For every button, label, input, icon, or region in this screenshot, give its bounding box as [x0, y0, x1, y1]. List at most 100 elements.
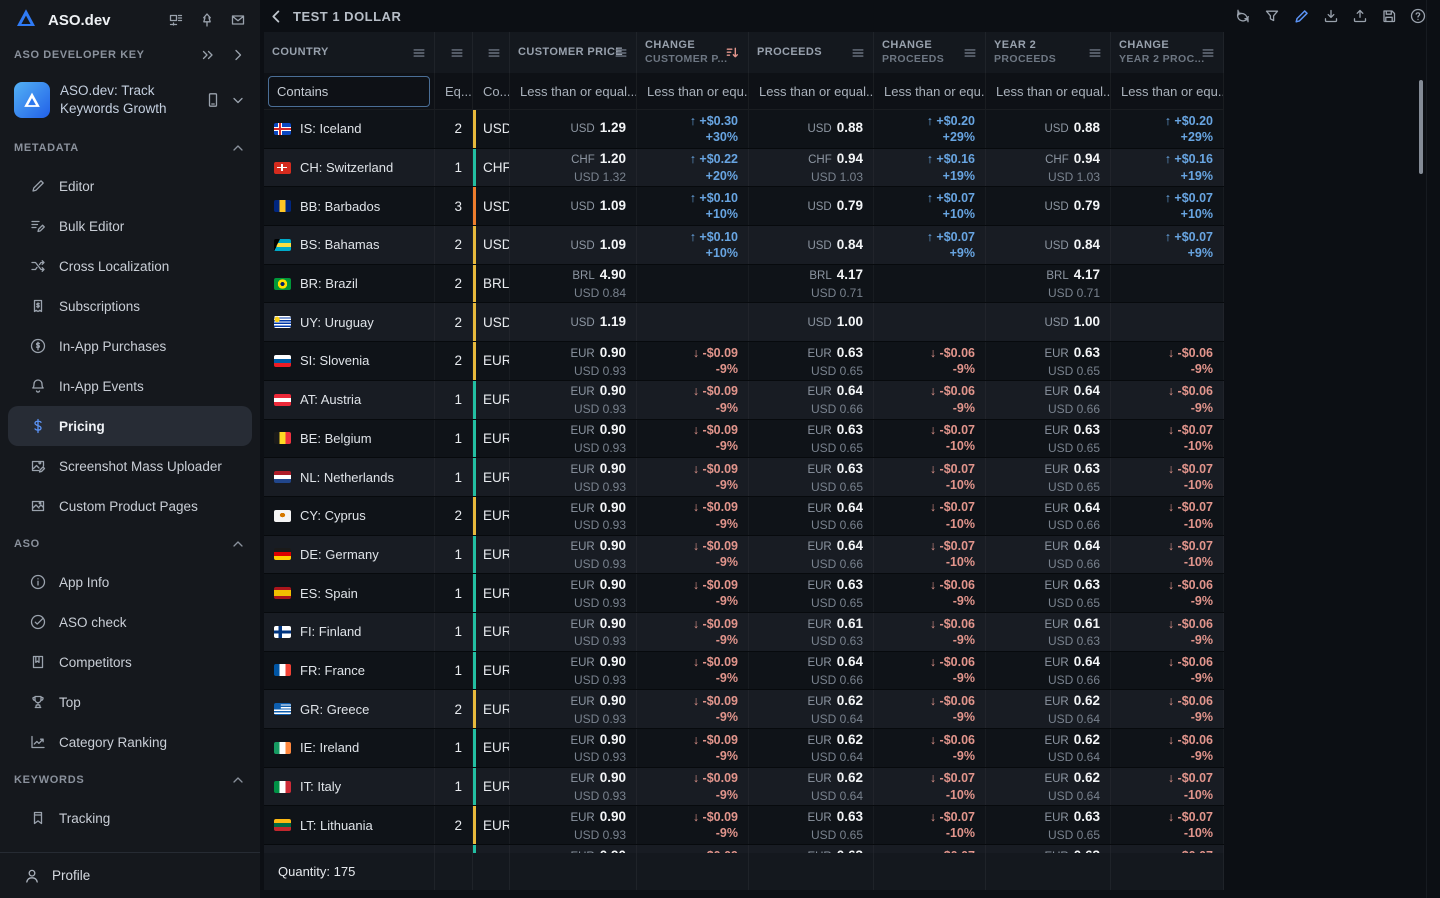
filter-cell-6[interactable]: Less than or equ...: [874, 73, 986, 110]
filter-cell-2[interactable]: Co...: [473, 73, 510, 110]
filter-cell-7[interactable]: Less than or equal...: [986, 73, 1111, 110]
sidebar-item-in-app-events[interactable]: In-App Events: [0, 366, 260, 406]
column-menu-icon[interactable]: [851, 46, 865, 60]
table-row[interactable]: NL: Netherlands 1 EUR EUR 0.90 USD 0.93 ↓ -$0.…: [264, 458, 1224, 497]
save-icon[interactable]: [1381, 8, 1397, 24]
change-amount: ↓ -$0.06: [1167, 577, 1213, 592]
sidebar-item-screenshot-mass-uploader[interactable]: Screenshot Mass Uploader: [0, 446, 260, 486]
chevron-up-icon[interactable]: [230, 536, 246, 552]
filter-icon[interactable]: [1264, 8, 1280, 24]
sidebar-item-competitors[interactable]: Competitors: [0, 642, 260, 682]
column-menu-icon[interactable]: [487, 46, 501, 60]
table-row[interactable]: FR: France 1 EUR EUR 0.90 USD 0.93 ↓ -$0.09 -9%…: [264, 651, 1224, 691]
change-cell: ↑ +$0.16 +19%: [874, 148, 986, 187]
table-row[interactable]: IT: Italy 1 EUR EUR 0.90 USD 0.93 ↓ -$0.09 -9% E…: [264, 767, 1224, 807]
sidebar-item-top[interactable]: Top: [0, 682, 260, 722]
table-row[interactable]: BS: Bahamas 2 USD USD 1.09 ↑ +$0.10 +10% USD 0.8…: [264, 226, 1224, 265]
table-row[interactable]: BR: Brazil 2 BRL BRL 4.90 USD 0.84 BRL 4.17 USD …: [264, 264, 1224, 304]
table-row[interactable]: BB: Barbados 3 USD USD 1.09 ↑ +$0.10 +10% USD 0.…: [264, 187, 1224, 227]
filter-cell-8[interactable]: Less than or equ...: [1111, 73, 1224, 110]
sidebar-item-custom-product-pages[interactable]: Custom Product Pages: [0, 486, 260, 526]
sidebar-item-pricing[interactable]: Pricing: [8, 406, 252, 446]
sidebar-item-editor[interactable]: Editor: [0, 166, 260, 206]
pin-icon[interactable]: [199, 12, 215, 28]
change-cell: ↓ -$0.09-9%: [637, 342, 749, 380]
filter-cell-1[interactable]: Eq...: [435, 73, 473, 110]
column-menu-icon[interactable]: [614, 46, 628, 60]
country-filter-input[interactable]: Contains: [268, 75, 430, 107]
download-icon[interactable]: [1323, 8, 1339, 24]
column-header-year-2[interactable]: YEAR 2 PROCEEDS: [986, 32, 1111, 73]
vertical-scrollbar[interactable]: [1419, 80, 1423, 174]
filter-cell-3[interactable]: Less than or equal...: [510, 73, 637, 110]
column-header-change[interactable]: CHANGE PROCEEDS: [874, 32, 986, 73]
sidebar-item-app-info[interactable]: App Info: [0, 562, 260, 602]
panels-icon[interactable]: [168, 12, 184, 28]
column-header-change[interactable]: CHANGE CUSTOMER P...: [637, 32, 749, 73]
scroll-gutter-line: [1426, 0, 1427, 898]
table-row[interactable]: AT: Austria 1 EUR EUR 0.90 USD 0.93 ↓ -$0.09 -9…: [264, 380, 1224, 420]
sidebar-item-bulk-editor[interactable]: Bulk Editor: [0, 206, 260, 246]
currency-prefix: EUR: [1044, 579, 1069, 592]
table-row[interactable]: UY: Uruguay 2 USD USD 1.19 USD 1.00 USD 1.00: [264, 303, 1224, 343]
column-header-col2[interactable]: [473, 32, 510, 73]
column-header-col1[interactable]: [435, 32, 473, 73]
double-chevron-icon[interactable]: [200, 47, 216, 63]
currency-code: EUR: [483, 585, 510, 601]
table-row[interactable]: IS: Iceland 2 USD USD 1.29 ↑ +$0.30 +30% USD 0.8…: [264, 110, 1224, 149]
sidebar-item-aso-check[interactable]: ASO check: [0, 602, 260, 642]
upload-icon[interactable]: [1352, 8, 1368, 24]
change-percent: -9%: [715, 594, 738, 609]
price-tier-bar: [473, 303, 476, 342]
column-header-customer-price[interactable]: CUSTOMER PRICE: [510, 32, 637, 73]
filter-cell-5[interactable]: Less than or equal...: [749, 73, 874, 110]
column-menu-icon[interactable]: [412, 46, 426, 60]
column-header-change[interactable]: CHANGE YEAR 2 PROC...: [1111, 32, 1224, 73]
section-header-metadata[interactable]: METADATA: [0, 130, 260, 166]
table-row[interactable]: LT: Lithuania 2 EUR EUR 0.90 USD 0.93 ↓ -$0.09…: [264, 806, 1224, 846]
chevron-up-icon[interactable]: [230, 772, 246, 788]
sidebar-item-profile[interactable]: Profile: [0, 852, 260, 898]
column-header-country[interactable]: COUNTRY: [264, 32, 435, 73]
chevron-up-icon[interactable]: [230, 140, 246, 156]
table-row[interactable]: ES: Spain 1 EUR EUR 0.90 USD 0.93 ↓ -$0.09 -9% E…: [264, 574, 1224, 613]
column-header-proceeds[interactable]: PROCEEDS: [749, 32, 874, 73]
table-row[interactable]: CH: Switzerland 1 CHF CHF 1.20 USD 1.32 ↑ +$0.…: [264, 148, 1224, 188]
sort-desc-icon[interactable]: [725, 45, 740, 60]
mail-icon[interactable]: [230, 12, 246, 28]
table-row[interactable]: BE: Belgium 1 EUR EUR 0.90 USD 0.93 ↓ -$0.09 -9…: [264, 419, 1224, 459]
sidebar-item-tracking[interactable]: Tracking: [0, 798, 260, 838]
table-row[interactable]: CY: Cyprus 2 EUR EUR 0.90 USD 0.93 ↓ -$0.09 -9%…: [264, 496, 1224, 536]
section-header-keywords[interactable]: KEYWORDS: [0, 762, 260, 798]
currency-cell: EUR: [473, 729, 510, 767]
sidebar-item-category-ranking[interactable]: Category Ranking: [0, 722, 260, 762]
refresh-icon[interactable]: [1235, 8, 1251, 24]
chevron-right-icon[interactable]: [230, 47, 246, 63]
app-selector[interactable]: ASO.dev: Track Keywords Growth: [0, 70, 260, 130]
edit-icon[interactable]: [1293, 8, 1310, 25]
column-menu-icon[interactable]: [963, 46, 977, 60]
gr-flag-icon: [274, 703, 291, 716]
column-menu-icon[interactable]: [1088, 46, 1102, 60]
table-row[interactable]: GR: Greece 2 EUR EUR 0.90 USD 0.93 ↓ -$0.09 -9%…: [264, 690, 1224, 729]
table-row[interactable]: SI: Slovenia 2 EUR EUR 0.90 USD 0.93 ↓ -$0.09-…: [264, 342, 1224, 381]
filter-cell-4[interactable]: Less than or equ...: [637, 73, 749, 110]
column-menu-icon[interactable]: [1201, 46, 1215, 60]
filter-cell-0[interactable]: Contains: [264, 73, 435, 110]
table-row[interactable]: FI: Finland 1 EUR EUR 0.90 USD 0.93 ↓ -$0.09 -9…: [264, 612, 1224, 652]
sidebar-item-in-app-purchases[interactable]: In-App Purchases: [0, 326, 260, 366]
help-icon[interactable]: [1410, 8, 1426, 24]
table-row[interactable]: DE: Germany 1 EUR EUR 0.90 USD 0.93 ↓ -$0.09 -9…: [264, 535, 1224, 575]
chevron-down-icon[interactable]: [230, 92, 246, 108]
sidebar-item-subscriptions[interactable]: Subscriptions: [0, 286, 260, 326]
sidebar-item-cross-localization[interactable]: Cross Localization: [0, 246, 260, 286]
section-header-aso[interactable]: ASO: [0, 526, 260, 562]
back-button[interactable]: [268, 8, 285, 25]
price-main: USD 0.84: [807, 235, 863, 256]
phone-icon[interactable]: [205, 92, 221, 108]
table-row[interactable]: IE: Ireland 1 EUR EUR 0.90 USD 0.93 ↓ -$0.09 -9…: [264, 729, 1224, 768]
column-menu-icon[interactable]: [450, 46, 464, 60]
change-percent: -9%: [715, 439, 738, 454]
country-name: UY: Uruguay: [300, 314, 374, 330]
